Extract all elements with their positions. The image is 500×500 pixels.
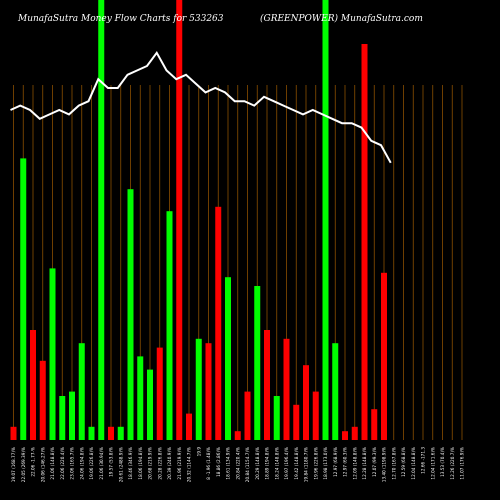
x-tick-label: 18.61 (134.9)% — [226, 447, 231, 480]
bar — [30, 330, 36, 440]
chart-title-right: (GREENPOWER) MunafaSutra.com — [260, 13, 423, 24]
x-tick-label: 21.06 (148.8)% — [50, 447, 55, 480]
x-tick-label: 11.07 (176.9)% — [460, 447, 465, 480]
bar — [225, 277, 231, 440]
bar — [342, 431, 348, 440]
x-tick-label: 12.04 (171.6)% — [430, 447, 435, 480]
bar — [20, 158, 27, 440]
bar — [108, 426, 114, 440]
bar — [127, 189, 134, 440]
x-tick-label: 18.06 (194.8)% — [138, 447, 143, 480]
bar — [49, 268, 56, 440]
x-tick-label: 12.70 (167.8)% — [391, 447, 396, 480]
bar — [176, 0, 183, 440]
x-tick-label: 20.61 (2488.9)% — [118, 447, 123, 482]
bars — [10, 0, 387, 440]
bar — [166, 211, 173, 440]
x-tick-label: 20.68 (219.9)% — [148, 447, 153, 480]
x-tick-label: 20.29 (148.8)% — [255, 447, 260, 480]
x-tick-label: 19.9 — [196, 447, 201, 457]
x-tick-label: 20.39 (240.9)% — [167, 447, 172, 480]
bar — [10, 426, 17, 440]
x-tick-label: 13.53 (70.4)% — [440, 447, 445, 477]
bar — [215, 206, 222, 440]
bar — [244, 391, 251, 440]
x-tick-label: 20.06 (146.27)% — [40, 447, 45, 482]
bar — [69, 391, 75, 440]
x-tick-label: 19.57 (53.8)% — [109, 447, 114, 477]
bar — [312, 391, 319, 440]
bar — [186, 413, 192, 440]
x-tick-label: 19.42 (148.8)% — [294, 447, 299, 480]
x-tick-label: 18.86 (2.86)% — [216, 447, 221, 477]
x-tick-label: 8 -1.96 (1.48)% — [206, 447, 211, 480]
x-tick-label: 19.97 (196.4)% — [284, 447, 289, 480]
bar — [361, 44, 368, 440]
x-tick-label: 12.97 (68.9)% — [333, 447, 338, 477]
x-tick-label: 12.66 -171.3 — [421, 447, 426, 474]
bar — [351, 426, 358, 440]
x-tick-label: 18.98 (173.0)% — [323, 447, 328, 480]
x-tick-label: 12.07 (99.3)% — [372, 447, 377, 477]
x-tick-label: 18.24 (148.8)% — [274, 447, 279, 480]
bar — [78, 343, 85, 440]
x-tick-label: 13.40 (1198.9)% — [382, 447, 387, 482]
bar — [59, 396, 66, 440]
x-tick-label: 12.97 (60.3)% — [343, 447, 348, 477]
x-tick-label: 20.32 (1144.7)% — [187, 447, 192, 482]
bar — [371, 409, 378, 440]
money-flow-line — [10, 50, 392, 164]
x-tick-label: 19.96 (226.8)% — [313, 447, 318, 480]
bar — [98, 0, 105, 440]
x-tick-label: 21.96 (219.9)% — [177, 447, 182, 480]
x-tick-label: 12.59 (68.8)% — [401, 447, 406, 477]
bar — [137, 356, 144, 440]
x-tick-label: 20.84 (1154.7)% — [245, 447, 250, 482]
bar — [283, 338, 290, 440]
x-tick-label: 12.09 (148.8)% — [352, 447, 357, 480]
x-tick-labels: 19.07 (168.77)% 22.05 (269.39)% 22.06 -1.7… — [11, 447, 465, 483]
x-tick-label: 18.89 (194.8)% — [265, 447, 270, 480]
x-tick-label: 12.26 (220.7)% — [450, 447, 455, 480]
x-tick-label: 19.84 (1180.7)% — [304, 447, 309, 482]
x-tick-label: 19.07 (168.77)% — [11, 447, 16, 482]
bar — [205, 343, 212, 440]
x-tick-label: 20.28 (226.8)% — [157, 447, 162, 480]
x-tick-label: 23.06 (165.7)% — [70, 447, 75, 480]
x-tick-label: 22.06 (220.4)% — [60, 447, 65, 480]
x-tick-label: 24.06 (194.8)% — [79, 447, 84, 480]
bar — [322, 0, 329, 440]
bar — [147, 369, 153, 440]
x-tick-label: 12.28 (148.8)% — [362, 447, 367, 480]
bar — [39, 360, 46, 440]
x-tick-label: 18.46 (346.9)% — [128, 447, 133, 480]
bar — [254, 286, 261, 440]
x-tick-label: 21.06 (30.94)% — [99, 447, 104, 480]
bar — [117, 426, 124, 440]
bar — [303, 365, 309, 440]
x-tick-label: 20.84 (220.4)% — [235, 447, 240, 480]
bar — [195, 338, 202, 440]
x-tick-label: 22.06 -1.77-% — [31, 447, 36, 477]
bar — [156, 347, 163, 440]
x-tick-label: 19.06 (226.8)% — [89, 447, 94, 480]
bar — [273, 396, 280, 440]
bar — [293, 404, 300, 440]
bar — [332, 343, 339, 440]
bar — [88, 426, 95, 440]
x-tick-label: 12.04 (148.8)% — [411, 447, 416, 480]
bar — [381, 272, 387, 440]
chart-title-left: MunafaSutra Money Flow Charts for 533263 — [17, 14, 224, 24]
bar — [234, 431, 241, 440]
bar — [264, 330, 270, 440]
x-tick-label: 22.05 (269.39)% — [21, 447, 26, 482]
